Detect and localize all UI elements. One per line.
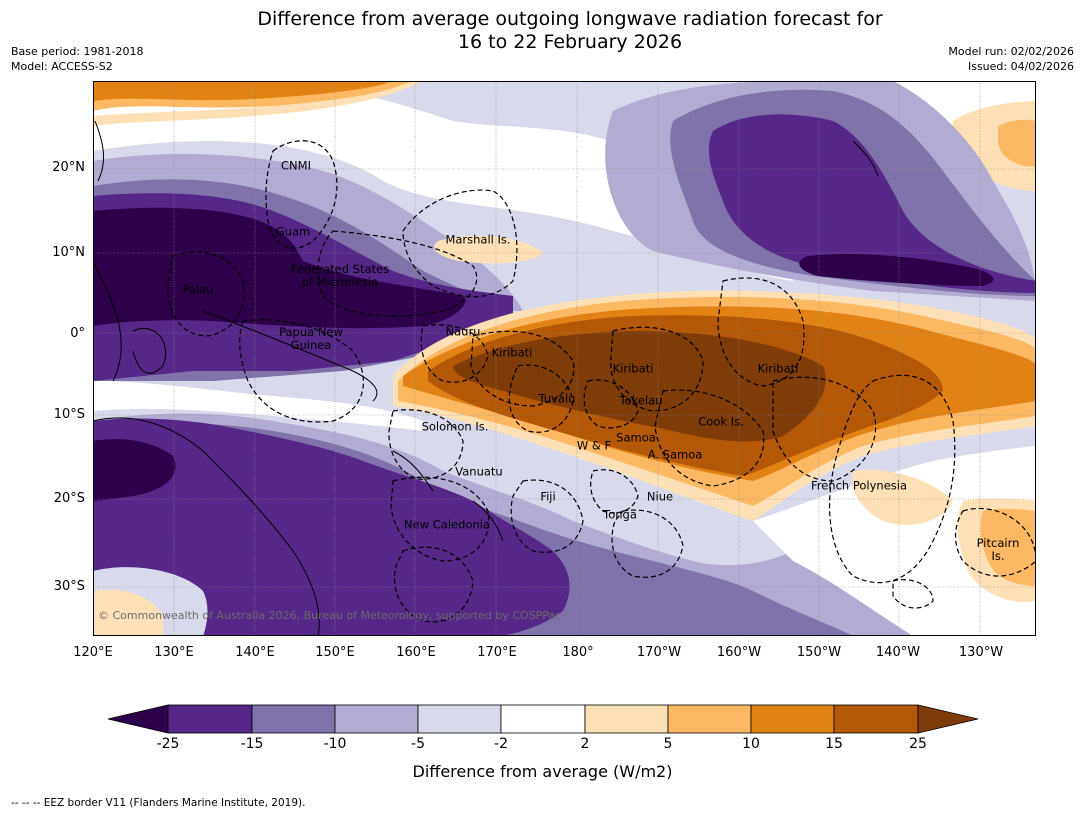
place-solomon-is: Solomon Is. <box>421 419 489 434</box>
dark-orange-nw <box>93 81 393 101</box>
lon-label-140e: 140°E <box>235 645 275 660</box>
colorbar-tick-10: 10 <box>742 736 760 752</box>
place-tuvalu: Tuvalu <box>538 391 576 406</box>
lat-label-20s: 20°S <box>53 491 85 506</box>
colorbar-tick-neg15: -15 <box>240 736 264 752</box>
place-guam: Guam <box>275 224 311 239</box>
place-american-samoa: A. Samoa <box>647 447 703 462</box>
place-niue: Niue <box>646 489 674 504</box>
place-tonga: Tonga <box>603 507 637 522</box>
colorbar-bin-5 <box>500 704 586 734</box>
base-period: Base period: 1981-2018 <box>11 45 144 58</box>
lat-label-20n: 20°N <box>52 160 85 175</box>
deep-purple-nw <box>93 207 466 329</box>
lon-label-170e: 170°E <box>477 645 517 660</box>
place-vanuatu: Vanuatu <box>455 464 503 479</box>
colorbar-tick-25: 25 <box>909 736 927 752</box>
orange-pitcairn <box>980 508 1036 586</box>
place-samoa: Samoa <box>616 430 656 445</box>
title-line-2: 16 to 22 February 2026 <box>457 31 683 53</box>
place-cnmi: CNMI <box>281 158 311 173</box>
copyright-notice: © Commonwealth of Australia 2026, Bureau… <box>98 609 562 622</box>
colorbar-tick-neg25: -25 <box>156 736 180 752</box>
colorbar-bin-7 <box>667 704 752 734</box>
colorbar-extend-min <box>107 704 169 734</box>
colorbar-tick-neg5: -5 <box>411 736 425 752</box>
place-tokelau: Tokelau <box>619 393 663 408</box>
light-orange-marshall <box>434 235 543 264</box>
deep-purple-south <box>93 439 176 501</box>
deep-purple-ne <box>799 254 994 286</box>
title-line-1: Difference from average outgoing longwav… <box>257 8 883 30</box>
place-cook-is: Cook Is. <box>698 414 744 429</box>
gridlines <box>93 81 1036 636</box>
purple-ne-inner <box>708 114 1036 293</box>
place-fiji: Fiji <box>540 489 556 504</box>
light-orange-sw <box>93 589 163 636</box>
place-pitcairn-is: Pitcairn Is. <box>976 536 1020 563</box>
lon-label-120e: 120°E <box>73 645 113 660</box>
lon-label-180: 180° <box>562 645 594 660</box>
eez-footnote: -- -- -- EEZ border V11 (Flanders Marine… <box>11 797 306 809</box>
colorbar-bin-2 <box>251 704 336 734</box>
colorbar-label: Difference from average (W/m2) <box>412 762 673 781</box>
place-fsm: Federated States of Micronesia <box>290 262 390 289</box>
place-new-caledonia: New Caledonia <box>404 517 490 532</box>
colorbar-bin-1 <box>167 704 253 734</box>
colorbar-tick-15: 15 <box>825 736 843 752</box>
place-kiribati-east: Kiribati <box>757 361 799 376</box>
place-french-polynesia: French Polynesia <box>810 478 908 493</box>
model-run: Model run: 02/02/2026 <box>948 45 1074 58</box>
lat-label-30s: 30°S <box>53 579 85 594</box>
olr-anomaly-map <box>93 81 1036 636</box>
white-se <box>753 446 1036 636</box>
colorbar-bin-3 <box>334 704 419 734</box>
coastlines <box>93 120 879 636</box>
place-nauru: Nauru <box>445 324 481 339</box>
colorbar-extend-max <box>917 704 979 734</box>
map-frame <box>93 81 1036 636</box>
place-palau: Palau <box>182 282 214 297</box>
lon-label-160w: 160°W <box>716 645 762 660</box>
lon-label-150w: 150°W <box>796 645 842 660</box>
issued-date: Issued: 04/02/2026 <box>967 60 1074 73</box>
eez-borders <box>167 140 1036 623</box>
lon-label-130e: 130°E <box>154 645 194 660</box>
lon-label-150e: 150°E <box>315 645 355 660</box>
lat-label-10s: 10°S <box>53 407 85 422</box>
lon-label-170w: 170°W <box>636 645 682 660</box>
light-orange-fp <box>852 470 953 525</box>
colorbar-tick-neg10: -10 <box>323 736 347 752</box>
colorbar <box>107 704 979 734</box>
place-kiribati-central: Kiribati <box>612 361 654 376</box>
colorbar-tick-neg2: -2 <box>494 736 508 752</box>
colorbar-bin-6 <box>584 704 669 734</box>
meta-right: Model run: 02/02/2026 Issued: 04/02/2026 <box>948 44 1074 74</box>
light-band-north <box>93 81 793 281</box>
light-orange-nw <box>93 81 423 126</box>
colorbar-tick-5: 5 <box>663 736 673 752</box>
deep-brown-core <box>453 331 826 442</box>
lat-label-0: 0° <box>70 326 85 341</box>
place-marshall-is: Marshall Is. <box>445 232 511 247</box>
orange-ne <box>998 119 1036 167</box>
lon-label-140w: 140°W <box>875 645 921 660</box>
purple-south-inner <box>93 418 570 636</box>
lat-label-10n: 10°N <box>52 245 85 260</box>
colorbar-tick-2: 2 <box>580 736 590 752</box>
colorbar-bin-9 <box>833 704 919 734</box>
place-kiribati-west: Kiribati <box>491 345 533 360</box>
colorbar-bin-4 <box>417 704 502 734</box>
colorbar-bin-8 <box>750 704 835 734</box>
place-png: Papua New Guinea <box>279 325 343 352</box>
lon-label-160e: 160°E <box>396 645 436 660</box>
place-wallis-futuna: W & F <box>576 438 612 453</box>
meta-left: Base period: 1981-2018 Model: ACCESS-S2 <box>11 44 143 74</box>
lon-label-130w: 130°W <box>958 645 1004 660</box>
chart-title: Difference from average outgoing longwav… <box>0 8 1085 54</box>
model-name: Model: ACCESS-S2 <box>11 60 113 73</box>
